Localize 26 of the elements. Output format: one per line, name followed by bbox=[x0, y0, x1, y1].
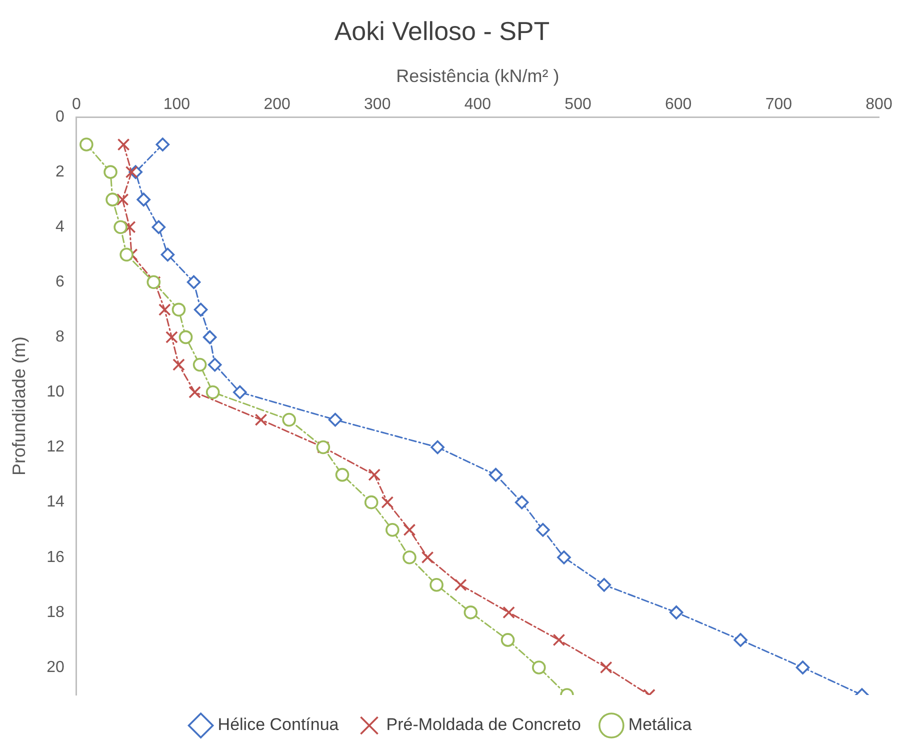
y-tick-label: 8 bbox=[55, 328, 64, 346]
x-tick-label: 500 bbox=[564, 96, 592, 113]
y-tick-label: 4 bbox=[55, 218, 64, 236]
y-tick-label: 14 bbox=[46, 494, 64, 511]
x-tick-label: 800 bbox=[866, 96, 892, 113]
x-tick-label: 600 bbox=[665, 96, 692, 113]
x-tick-label: 300 bbox=[364, 96, 391, 113]
y-tick-label: 12 bbox=[46, 438, 64, 456]
y-axis-title: Profundidade (m) bbox=[8, 336, 29, 476]
x-tick-label: 200 bbox=[264, 96, 290, 113]
x-tick-label: 100 bbox=[163, 96, 190, 113]
y-tick-label: 0 bbox=[55, 108, 64, 126]
y-tick-label: 18 bbox=[46, 604, 64, 621]
legend-label: Pré-Moldada de Concreto bbox=[386, 715, 581, 734]
y-tick-label: 16 bbox=[46, 548, 64, 566]
y-tick-label: 10 bbox=[46, 384, 64, 401]
y-tick-label: 20 bbox=[46, 658, 64, 676]
x-tick-label: 0 bbox=[72, 96, 81, 113]
legend-label: Metálica bbox=[628, 715, 692, 734]
legend-label: Hélice Contínua bbox=[218, 715, 340, 734]
y-tick-label: 6 bbox=[55, 274, 64, 291]
y-tick-label: 2 bbox=[55, 163, 64, 180]
x-axis-title: Resistência (kN/m² ) bbox=[396, 66, 560, 86]
x-tick-label: 700 bbox=[765, 96, 792, 113]
x-tick-label: 400 bbox=[464, 96, 492, 113]
chart-title: Aoki Velloso - SPT bbox=[334, 16, 550, 46]
